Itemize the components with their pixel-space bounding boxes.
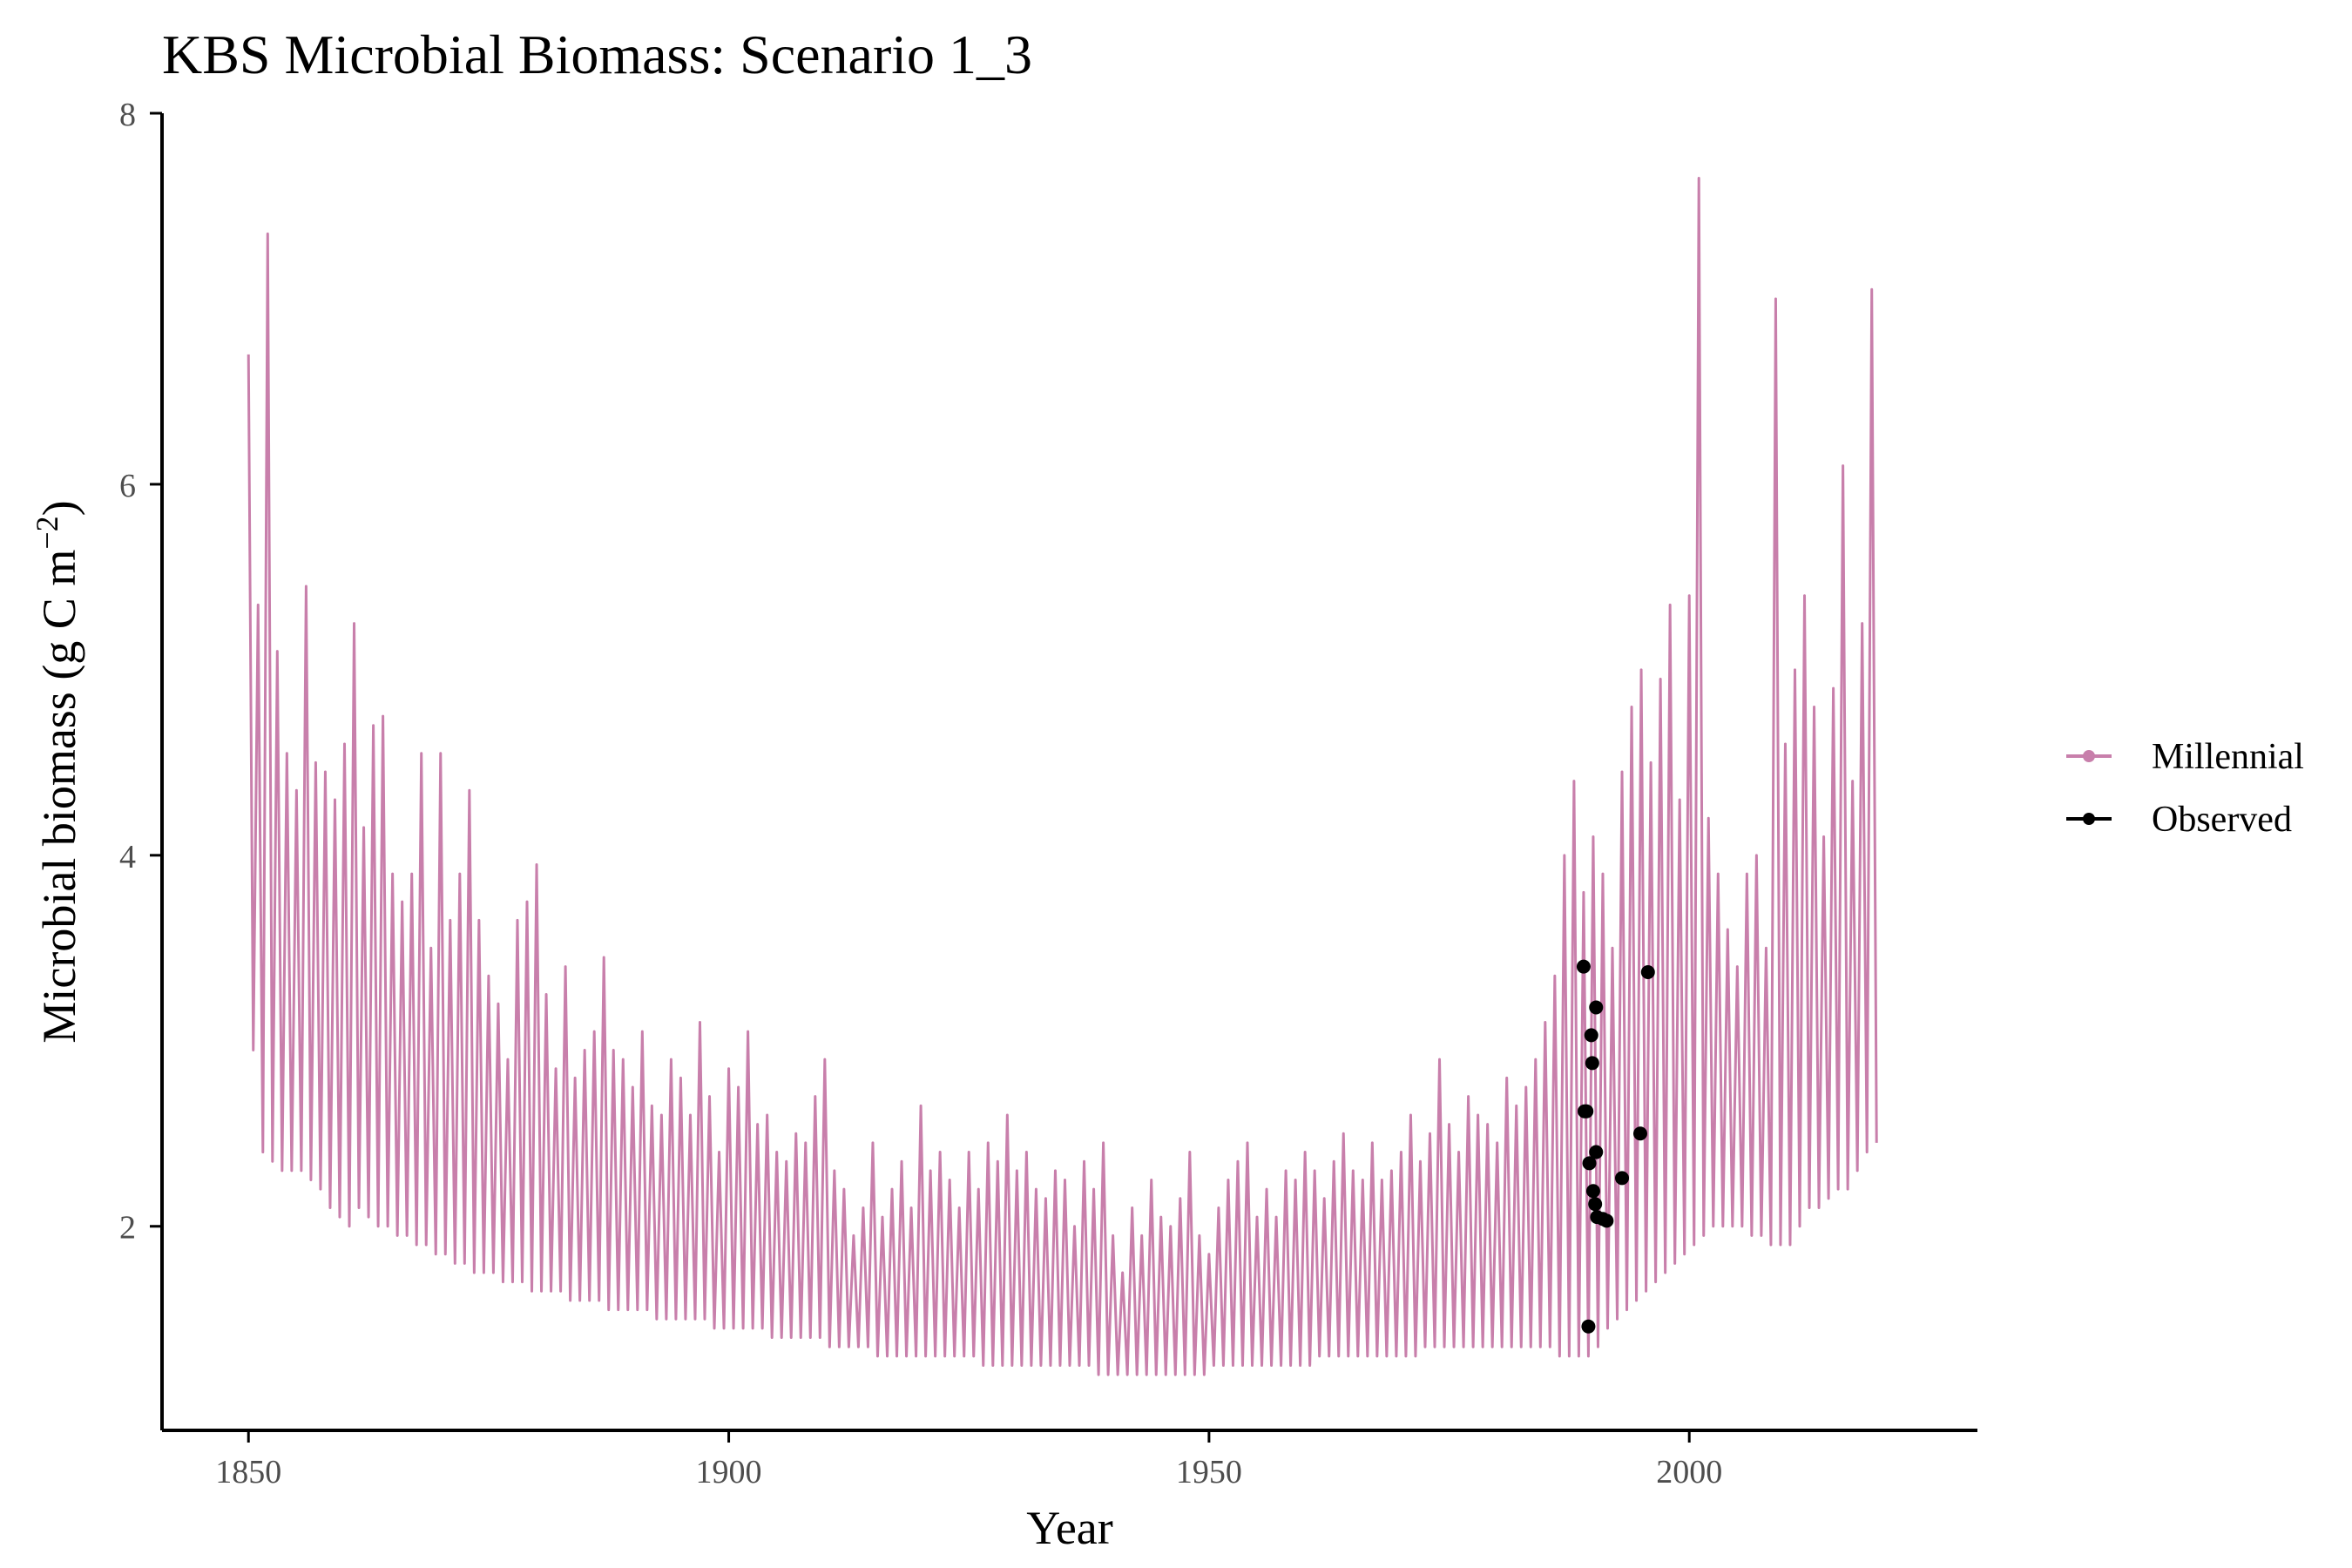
observed-point <box>1582 1156 1597 1171</box>
observed-point <box>1576 959 1591 974</box>
observed-point <box>1585 1056 1599 1071</box>
y-axis-label: Microbial biomass (g C m−2) <box>30 500 85 1043</box>
y-tick-label: 2 <box>119 1210 136 1247</box>
legend-millennial-label: Millennial <box>2152 737 2304 777</box>
observed-point <box>1588 1197 1603 1212</box>
observed-point <box>1589 1145 1604 1159</box>
y-axis-ticks: 2 4 6 8 <box>119 97 162 1247</box>
plot-area <box>247 177 1878 1376</box>
observed-point <box>1584 1028 1598 1043</box>
observed-point <box>1585 1184 1600 1199</box>
y-axis-label-exponent: −2 <box>30 516 64 549</box>
y-tick-label: 4 <box>119 839 136 875</box>
y-tick-label: 6 <box>119 468 136 504</box>
y-axis-label-main: Microbial biomass (g C m <box>33 550 85 1044</box>
observed-point <box>1581 1319 1596 1334</box>
x-tick-label: 1950 <box>1176 1454 1242 1490</box>
x-tick-label: 1900 <box>696 1454 762 1490</box>
legend: Millennial Observed <box>2066 737 2304 840</box>
observed-point <box>1589 1000 1604 1015</box>
observed-point <box>1615 1171 1630 1186</box>
observed-point <box>1640 964 1655 979</box>
legend-observed-label: Observed <box>2152 800 2292 840</box>
x-tick-label: 2000 <box>1656 1454 1722 1490</box>
x-axis-ticks: 1850 1900 1950 2000 <box>215 1430 1722 1490</box>
x-axis-label: Year <box>1026 1502 1113 1554</box>
millennial-series-line <box>247 177 1878 1376</box>
x-tick-label: 1850 <box>215 1454 281 1490</box>
observed-point <box>1599 1213 1614 1228</box>
observed-point <box>1632 1126 1647 1141</box>
legend-observed-marker <box>2083 813 2095 825</box>
y-tick-label: 8 <box>119 97 136 133</box>
chart-title: KBS Microbial Biomass: Scenario 1_3 <box>162 24 1032 85</box>
observed-point <box>1579 1104 1594 1119</box>
y-axis-label-close: ) <box>33 500 85 516</box>
legend-millennial-marker <box>2083 750 2095 762</box>
